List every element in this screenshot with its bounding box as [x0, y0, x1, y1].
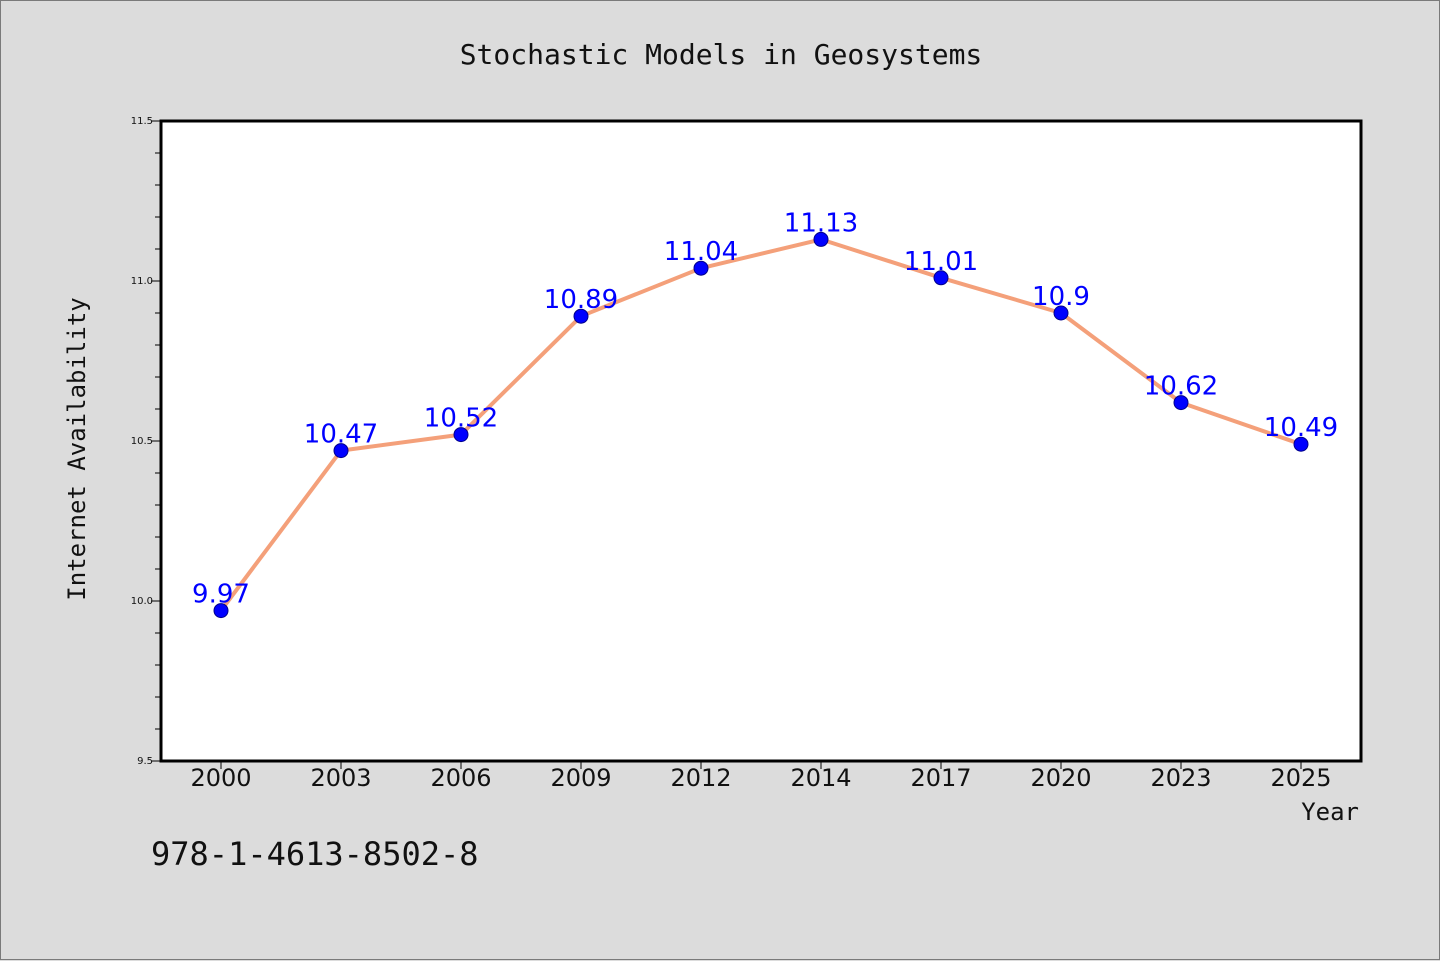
x-tick-label: 2023 [1150, 764, 1211, 792]
x-tick-label: 2006 [430, 764, 491, 792]
data-point [573, 308, 589, 324]
x-tick-label: 2014 [790, 764, 851, 792]
data-label: 10.49 [1264, 413, 1338, 443]
data-label: 10.9 [1032, 282, 1090, 312]
x-tick-label: 2003 [310, 764, 371, 792]
data-point [213, 603, 229, 619]
data-label: 10.89 [544, 285, 618, 315]
x-axis-ticks: 2000 2003 2006 2009 2012 2014 2017 2020 2023 2025 [190, 761, 1332, 792]
x-tick-label: 2009 [550, 764, 611, 792]
y-axis-ticks: 9.5 10.0 10.5 11.0 11.5 [131, 116, 161, 767]
x-tick-label: 2017 [910, 764, 971, 792]
data-point [333, 443, 349, 459]
y-axis-label: Internet Availability [63, 297, 91, 600]
data-point [1293, 436, 1309, 452]
x-tick-label: 2025 [1270, 764, 1331, 792]
series-layer [213, 231, 1309, 619]
data-label: 11.01 [904, 247, 978, 277]
y-tick-label: 10.5 [131, 436, 153, 447]
data-label: 11.13 [784, 208, 858, 238]
data-label: 11.04 [664, 237, 738, 267]
y-tick-label: 10.0 [131, 596, 153, 607]
y-tick-label: 11.5 [131, 116, 153, 127]
data-label: 10.47 [304, 420, 378, 450]
chart-title: Stochastic Models in Geosystems [460, 38, 983, 71]
data-point [1053, 305, 1069, 321]
plot-area [161, 121, 1361, 761]
data-point [933, 270, 949, 286]
x-axis-label: Year [1301, 798, 1359, 826]
y-tick-label: 9.5 [137, 756, 153, 767]
x-tick-label: 2000 [190, 764, 251, 792]
data-point [693, 260, 709, 276]
y-tick-label: 11.0 [131, 276, 153, 287]
data-point [453, 427, 469, 443]
data-point [1173, 395, 1189, 411]
data-label-layer: 9.97 10.47 10.52 10.89 11.04 11.13 11.01 10.9 10… [192, 208, 1338, 609]
x-tick-label: 2020 [1030, 764, 1091, 792]
series-line [219, 237, 1302, 612]
data-label: 10.52 [424, 404, 498, 434]
x-tick-label: 2012 [670, 764, 731, 792]
data-label: 10.62 [1144, 372, 1218, 402]
isbn-text: 978-1-4613-8502-8 [151, 835, 479, 873]
data-label: 9.97 [192, 580, 250, 610]
data-point [813, 231, 829, 247]
plot-border [159, 119, 1363, 763]
